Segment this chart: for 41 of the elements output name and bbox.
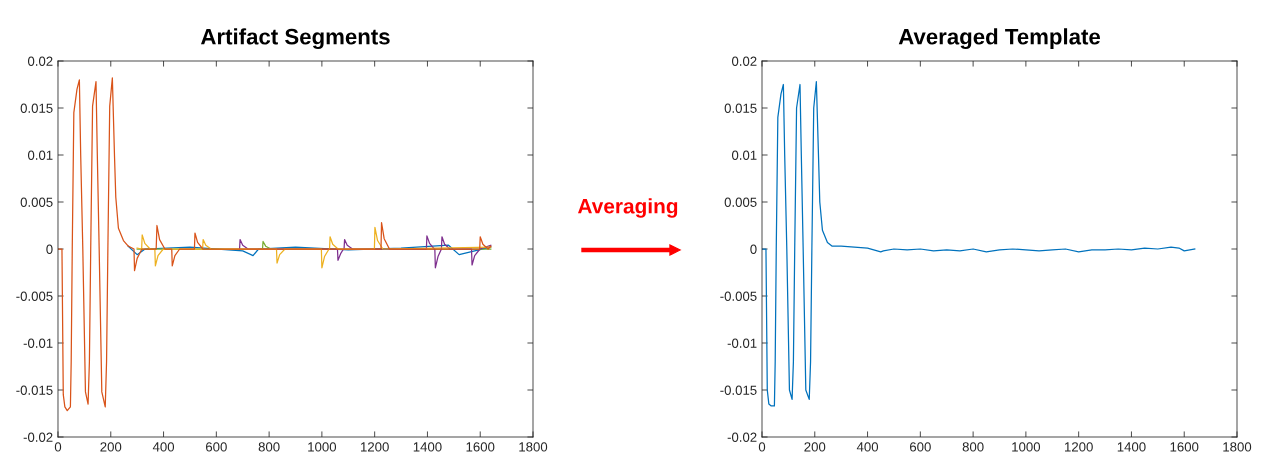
- y-tick-label: 0.02: [731, 56, 757, 66]
- y-tick-label: -0.015: [16, 385, 53, 395]
- x-tick-label: 600: [910, 442, 931, 452]
- y-tick-label: 0.015: [724, 103, 757, 113]
- x-tick-label: 1200: [1065, 442, 1093, 452]
- x-tick-label: 0: [54, 442, 62, 452]
- x-tick-label: 800: [258, 442, 280, 452]
- x-tick-label: 400: [856, 442, 879, 452]
- x-tick-label: 1400: [413, 442, 442, 452]
- y-tick-label: -0.01: [23, 338, 53, 348]
- y-tick-label: 0.005: [20, 197, 53, 207]
- y-tick-label: 0: [750, 244, 757, 254]
- y-tick-label: 0.02: [27, 56, 53, 66]
- y-tick-label: -0.02: [23, 432, 53, 442]
- y-tick-label: -0.005: [720, 291, 757, 301]
- y-tick-label: -0.005: [16, 291, 53, 301]
- text: Averaging: [577, 198, 678, 218]
- y-tick-label: 0.01: [27, 150, 53, 160]
- x-tick-label: 200: [100, 442, 122, 452]
- x-tick-label: 600: [206, 442, 227, 452]
- chart-title: Artifact Segments: [200, 28, 390, 50]
- x-tick-label: 200: [804, 442, 826, 452]
- x-tick-label: 1400: [1117, 442, 1146, 452]
- x-tick-label: 1600: [1170, 442, 1199, 452]
- x-tick-label: 0: [758, 442, 766, 452]
- y-tick-label: 0: [46, 244, 53, 254]
- x-tick-label: 1000: [1012, 442, 1041, 452]
- y-tick-label: 0.01: [731, 150, 757, 160]
- x-tick-label: 1000: [308, 442, 337, 452]
- y-tick-label: 0.015: [20, 103, 53, 113]
- y-tick-label: -0.01: [727, 338, 757, 348]
- x-tick-label: 400: [152, 442, 175, 452]
- y-tick-label: -0.015: [720, 385, 757, 395]
- x-tick-label: 800: [962, 442, 984, 452]
- chart-title: Averaged Template: [898, 28, 1101, 50]
- y-tick-label: 0.005: [724, 197, 757, 207]
- x-tick-label: 1800: [1223, 442, 1252, 452]
- x-tick-label: 1800: [519, 442, 548, 452]
- x-tick-label: 1200: [361, 442, 389, 452]
- x-tick-label: 1600: [466, 442, 495, 452]
- y-tick-label: -0.02: [727, 432, 757, 442]
